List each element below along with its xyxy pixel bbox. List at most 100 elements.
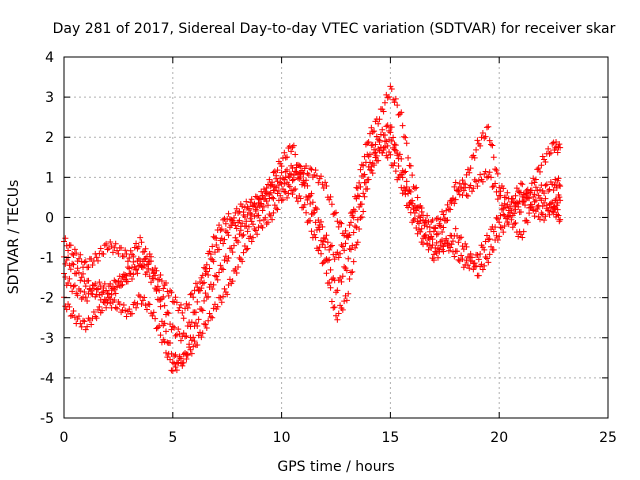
data-point xyxy=(381,144,388,151)
data-point xyxy=(368,124,375,131)
data-point xyxy=(530,206,537,213)
data-point xyxy=(288,148,295,155)
x-tick-label: 0 xyxy=(60,430,69,446)
data-point xyxy=(285,190,292,197)
data-point xyxy=(315,247,322,254)
data-point xyxy=(278,169,285,176)
data-point xyxy=(239,232,246,239)
data-point xyxy=(557,197,564,204)
data-point xyxy=(347,246,354,253)
data-point xyxy=(75,313,82,320)
data-point xyxy=(469,154,475,161)
data-point xyxy=(304,219,311,226)
data-point xyxy=(433,250,440,257)
data-point xyxy=(157,303,164,310)
data-point xyxy=(157,332,164,339)
data-point xyxy=(226,216,233,223)
data-point xyxy=(493,214,500,221)
data-point xyxy=(248,196,255,203)
data-point xyxy=(520,228,527,235)
data-point xyxy=(300,179,307,186)
data-point xyxy=(524,194,531,201)
data-point xyxy=(486,169,493,176)
data-point xyxy=(218,265,225,272)
data-point xyxy=(233,269,240,276)
data-point xyxy=(294,174,301,181)
data-point xyxy=(343,267,350,274)
data-point xyxy=(494,170,501,177)
data-point xyxy=(380,108,387,115)
data-point xyxy=(122,307,129,314)
data-point xyxy=(107,295,114,302)
data-point xyxy=(531,213,538,220)
data-point xyxy=(322,179,329,186)
data-point xyxy=(501,212,508,219)
data-point xyxy=(364,176,371,183)
data-point xyxy=(334,249,341,256)
data-point xyxy=(387,129,394,136)
data-point xyxy=(407,188,414,195)
data-point xyxy=(118,244,125,251)
data-point xyxy=(328,242,335,249)
data-point xyxy=(405,188,412,195)
data-point xyxy=(95,257,101,264)
data-point xyxy=(177,301,184,308)
data-point xyxy=(70,261,77,268)
data-point xyxy=(141,294,148,301)
data-point xyxy=(346,245,353,252)
data-point xyxy=(229,217,236,224)
data-point xyxy=(372,141,379,148)
data-point xyxy=(250,203,257,210)
data-point xyxy=(229,249,236,256)
data-point xyxy=(139,258,146,265)
data-point xyxy=(452,225,459,232)
data-point xyxy=(95,306,101,313)
data-point xyxy=(386,93,393,100)
data-point xyxy=(158,339,165,346)
data-point xyxy=(104,246,111,253)
data-point xyxy=(415,204,422,211)
data-point xyxy=(82,283,89,290)
data-point xyxy=(474,137,481,144)
data-point xyxy=(411,215,418,222)
data-point xyxy=(297,173,304,180)
data-point xyxy=(255,195,262,202)
data-point xyxy=(175,307,182,314)
data-point xyxy=(164,309,171,316)
data-point xyxy=(354,239,361,246)
data-point xyxy=(109,283,116,290)
data-point xyxy=(435,245,441,252)
data-point xyxy=(405,154,412,161)
data-point xyxy=(141,248,148,255)
data-point xyxy=(73,250,80,257)
data-point xyxy=(216,246,223,253)
data-point xyxy=(534,203,541,210)
data-point xyxy=(133,265,140,272)
data-point xyxy=(414,194,421,201)
data-point xyxy=(526,210,533,217)
data-point xyxy=(432,225,439,232)
data-point xyxy=(183,356,190,363)
data-point xyxy=(316,226,323,233)
data-point xyxy=(388,85,395,92)
data-point xyxy=(323,270,330,277)
data-point xyxy=(284,154,291,161)
data-point xyxy=(198,334,205,341)
data-point xyxy=(112,240,119,247)
data-point xyxy=(555,175,562,182)
data-point xyxy=(384,154,391,161)
data-point xyxy=(201,320,208,327)
data-point xyxy=(206,248,213,255)
data-point xyxy=(515,203,522,210)
data-point xyxy=(553,139,560,146)
data-point xyxy=(542,213,549,220)
data-point xyxy=(392,168,399,175)
data-point xyxy=(62,260,69,267)
data-point xyxy=(213,241,220,248)
data-point xyxy=(331,304,338,311)
data-point xyxy=(395,111,402,118)
data-point xyxy=(259,193,266,200)
data-point xyxy=(367,151,373,158)
data-point xyxy=(380,144,387,151)
data-point xyxy=(352,193,359,200)
